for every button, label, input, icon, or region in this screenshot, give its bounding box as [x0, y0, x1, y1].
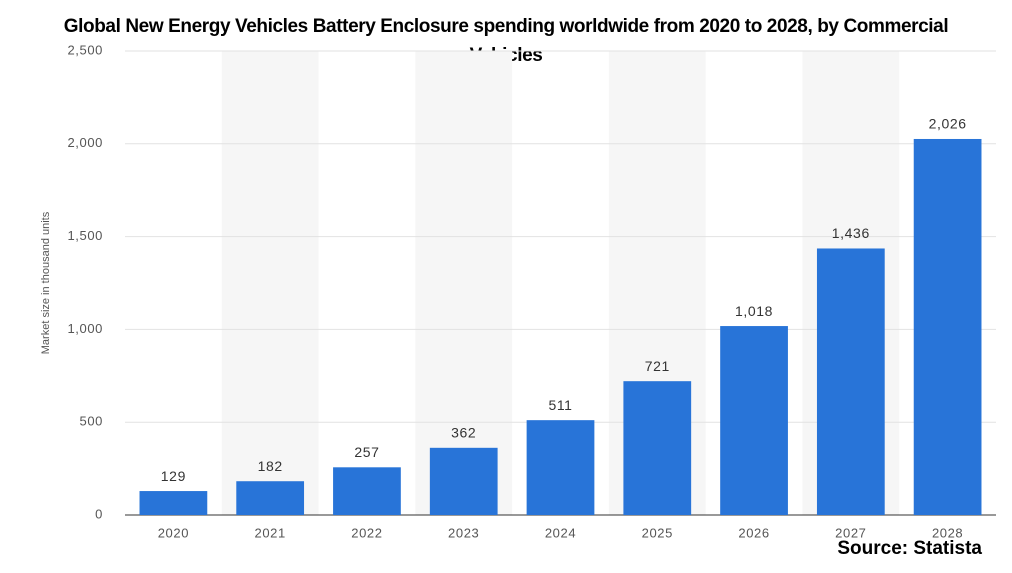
y-tick-label: 2,000 [67, 135, 103, 150]
value-label: 1,436 [832, 225, 870, 241]
x-tick-label: 2020 [158, 525, 189, 540]
bar [913, 138, 982, 515]
y-tick-label: 1,500 [67, 228, 103, 243]
x-tick-label: 2028 [932, 525, 963, 540]
bar [816, 248, 885, 515]
bar [139, 491, 208, 515]
value-label: 1,018 [735, 303, 773, 319]
value-label: 257 [354, 444, 379, 460]
bar [720, 326, 788, 515]
x-tick-label: 2021 [255, 525, 286, 540]
value-label: 2,026 [929, 116, 967, 132]
value-label: 182 [258, 458, 283, 474]
column-band [415, 51, 513, 515]
x-tick-label: 2024 [545, 525, 576, 540]
bar [623, 381, 692, 515]
y-tick-label: 1,000 [67, 321, 103, 336]
x-tick-label: 2026 [738, 525, 769, 540]
value-label: 511 [548, 397, 572, 413]
bar [526, 420, 595, 515]
y-tick-label: 500 [80, 414, 104, 429]
x-tick-label: 2025 [642, 525, 673, 540]
bar [333, 467, 401, 515]
column-band [221, 51, 319, 515]
x-tick-label: 2023 [448, 525, 479, 540]
value-label: 721 [645, 358, 670, 374]
bar [429, 447, 498, 515]
value-label: 129 [161, 468, 186, 484]
x-tick-label: 2022 [351, 525, 382, 540]
y-tick-label: 2,500 [67, 42, 103, 57]
y-tick-label: 0 [95, 506, 103, 521]
x-tick-label: 2027 [835, 525, 866, 540]
source: Source: Statista [837, 538, 982, 559]
bar [236, 481, 305, 515]
value-label: 362 [451, 425, 476, 441]
y-axis-label: Market size in thousand units [40, 211, 52, 354]
